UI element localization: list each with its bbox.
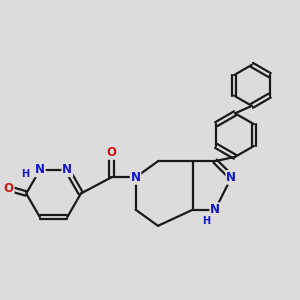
- Text: N: N: [130, 171, 141, 184]
- Text: H: H: [202, 217, 211, 226]
- Text: N: N: [62, 163, 72, 176]
- Text: N: N: [210, 203, 220, 216]
- Text: N: N: [226, 171, 236, 184]
- Text: H: H: [22, 169, 30, 178]
- Text: O: O: [4, 182, 14, 195]
- Text: N: N: [35, 163, 45, 176]
- Text: O: O: [106, 146, 116, 159]
